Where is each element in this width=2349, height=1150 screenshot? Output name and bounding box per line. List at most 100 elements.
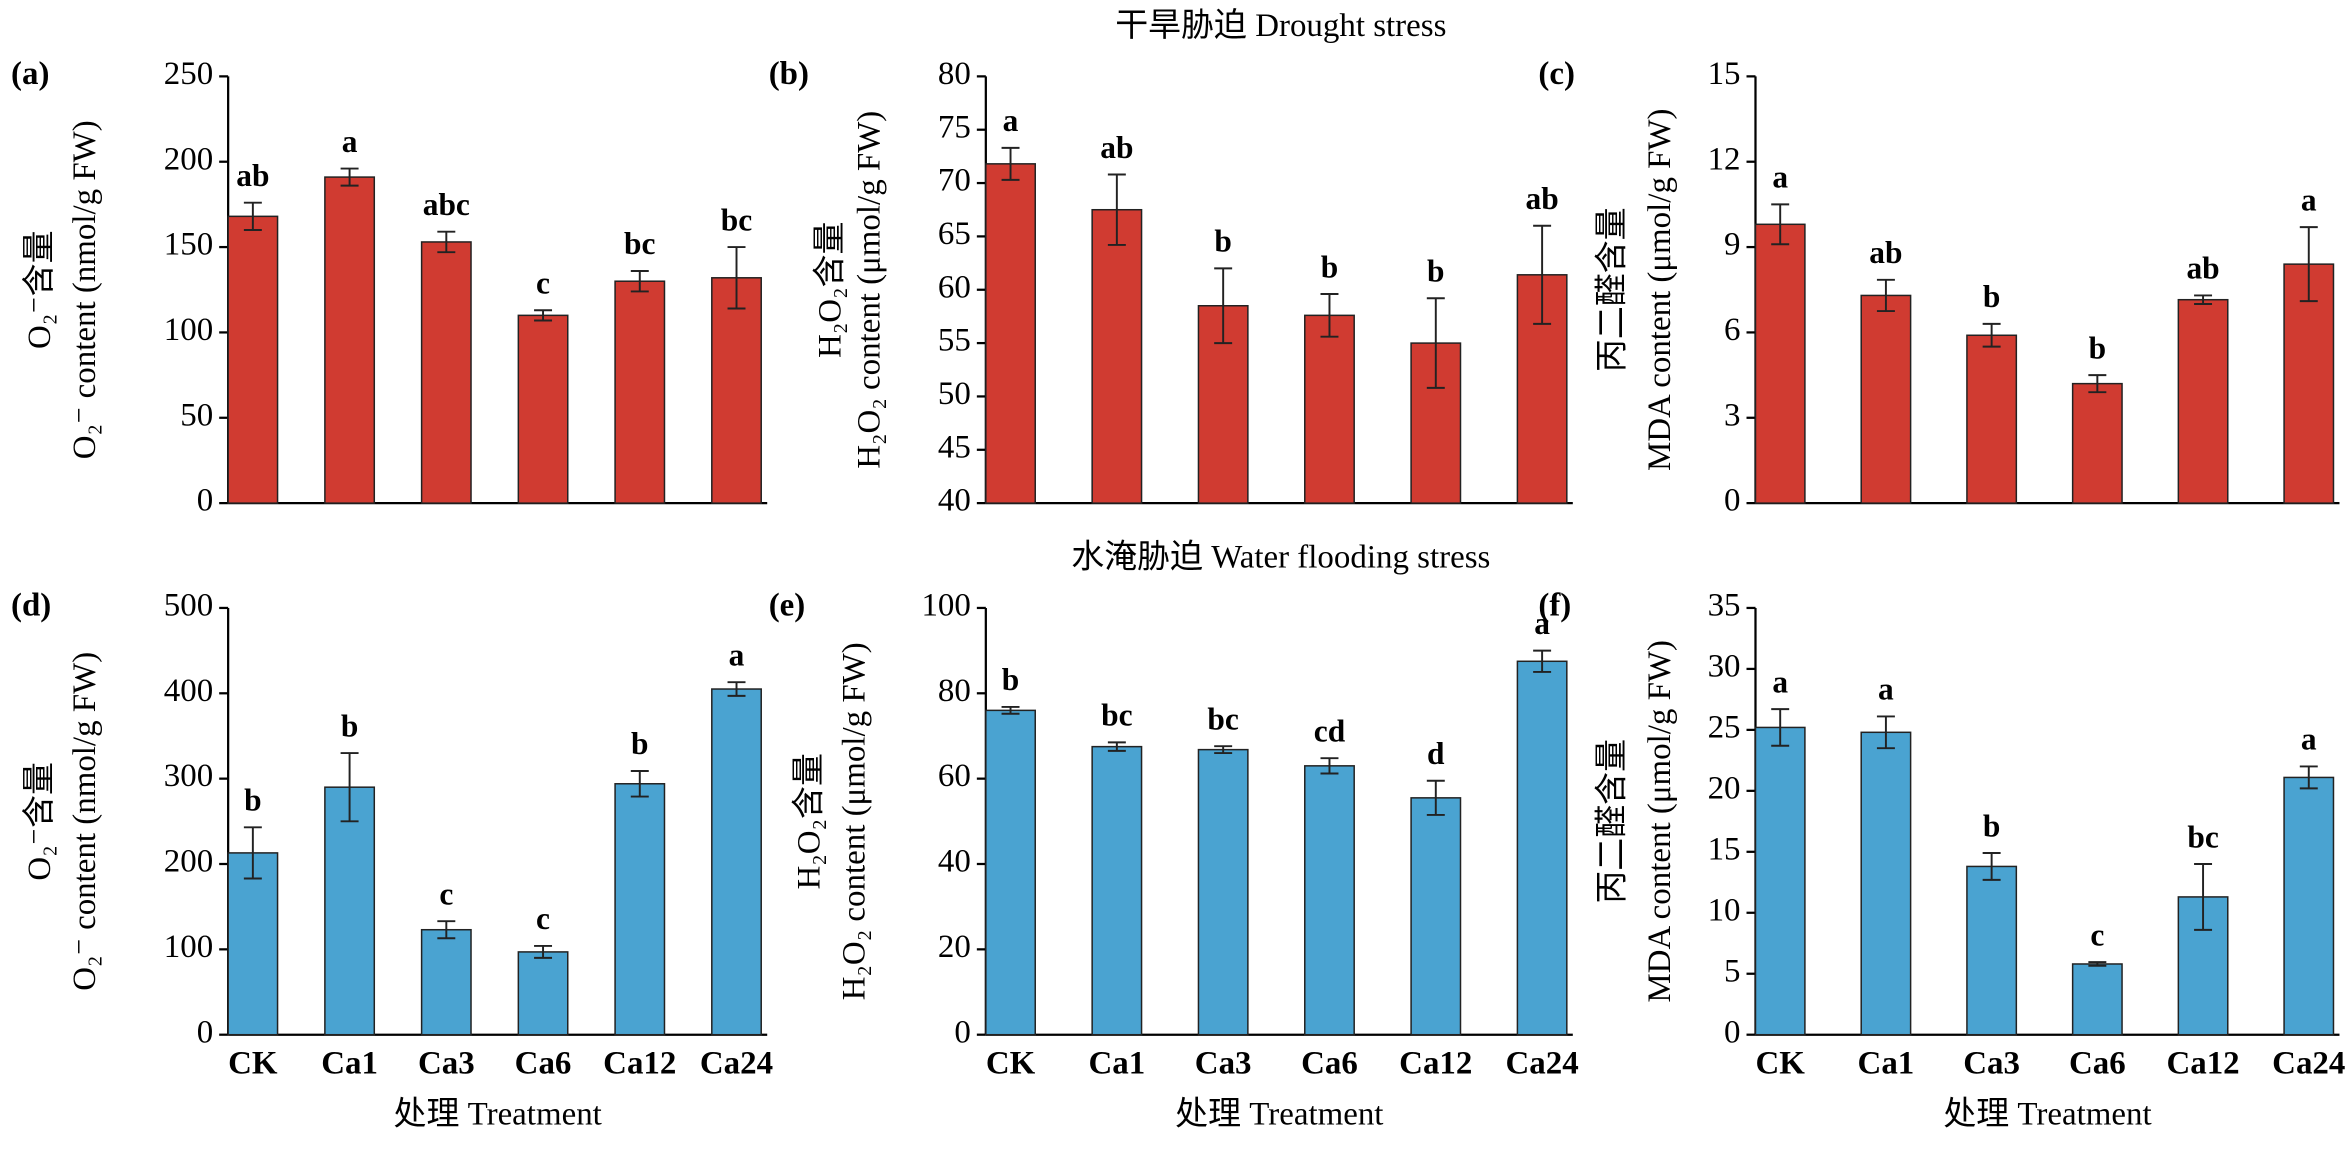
significance-label: a: [1878, 672, 1894, 707]
significance-label: c: [439, 876, 453, 911]
y-tick-label: 60: [938, 269, 971, 305]
error-bar: [437, 230, 456, 254]
bar: [324, 176, 376, 504]
y-tick-label: 45: [938, 429, 971, 465]
panel-label: (b): [769, 56, 809, 92]
y-tick-label: 65: [938, 216, 971, 252]
x-tick-label: CK: [228, 1046, 278, 1082]
significance-label: b: [1002, 662, 1019, 697]
y-tick-label: 40: [938, 844, 971, 880]
y-tick-label: 75: [938, 109, 971, 145]
error-bar: [1214, 745, 1233, 755]
x-tick-label: Ca1: [321, 1046, 378, 1082]
panel-label: (a): [11, 56, 49, 92]
bar: [711, 277, 762, 504]
y-axis-title: 丙二醛含量: [1593, 739, 1630, 904]
error-bar: [2299, 226, 2318, 303]
error-bar: [1320, 757, 1339, 775]
error-bar: [2194, 863, 2213, 931]
error-bar: [1982, 852, 2001, 881]
error-bar: [2299, 765, 2318, 790]
x-tick-label: Ca3: [1963, 1046, 2020, 1082]
y-tick-label: 100: [921, 588, 970, 624]
y-axis-title: O₂⁻含量: [21, 762, 58, 881]
x-axis-title: 处理 Treatment: [394, 1096, 602, 1133]
error-bar: [1320, 293, 1339, 338]
bar: [985, 709, 1036, 1036]
error-bar: [1982, 322, 2001, 348]
y-tick-label: 5: [1724, 953, 1740, 989]
y-tick-label: 40: [938, 483, 971, 519]
y-tick-label: 100: [164, 312, 213, 348]
bar: [614, 783, 666, 1036]
panel-label: (c): [1538, 56, 1575, 92]
bar: [1860, 731, 1912, 1036]
error-bar: [2194, 294, 2213, 305]
error-bar: [727, 246, 746, 310]
x-tick-label: Ca12: [2166, 1046, 2239, 1082]
error-bar: [1001, 705, 1020, 715]
significance-label: c: [536, 901, 550, 936]
significance-label: bc: [1101, 698, 1132, 733]
y-tick-label: 25: [1708, 709, 1741, 745]
error-bar: [1876, 715, 1895, 750]
bar: [1304, 314, 1355, 504]
y-tick-label: 70: [938, 163, 971, 199]
error-bar: [243, 201, 262, 231]
x-tick-label: Ca1: [1858, 1046, 1915, 1082]
significance-label: cd: [1314, 713, 1346, 748]
y-tick-label: 200: [164, 141, 213, 177]
error-bar: [727, 681, 746, 697]
panel-label: (d): [11, 588, 51, 624]
y-tick-label: 0: [197, 483, 213, 519]
error-bar: [534, 309, 553, 322]
panel-label: (e): [769, 588, 806, 624]
significance-label: bc: [721, 202, 752, 237]
error-bar: [630, 269, 649, 293]
y-tick-label: 0: [1724, 483, 1740, 519]
x-tick-label: Ca24: [700, 1046, 773, 1082]
significance-label: ab: [2186, 251, 2219, 286]
significance-label: b: [1983, 808, 2000, 843]
significance-label: b: [631, 726, 648, 761]
bar: [1304, 765, 1355, 1036]
y-tick-label: 500: [164, 588, 213, 624]
y-tick-label: 100: [164, 929, 213, 965]
y-tick-label: 80: [938, 56, 971, 92]
significance-label: d: [1427, 736, 1445, 771]
error-bar: [630, 769, 649, 798]
y-axis-title: H₂O₂ content (μmol/g FW): [852, 111, 888, 469]
bar: [1091, 208, 1143, 504]
error-bar: [1107, 173, 1126, 246]
y-tick-label: 300: [164, 758, 213, 794]
significance-label: bc: [1207, 701, 1238, 736]
x-axis-title: 处理 Treatment: [1943, 1096, 2151, 1133]
bar: [227, 215, 279, 504]
significance-label: b: [1427, 254, 1444, 289]
y-axis-title: MDA content (μmol/g FW): [1642, 640, 1678, 1003]
error-bar: [1107, 741, 1126, 752]
y-tick-label: 150: [164, 227, 213, 263]
y-tick-label: 30: [1708, 648, 1741, 684]
group-title: 干旱胁迫 Drought stress: [1115, 7, 1446, 44]
error-bar: [2088, 961, 2107, 967]
bar: [420, 928, 472, 1036]
x-tick-label: Ca6: [1301, 1046, 1358, 1082]
bar: [420, 241, 472, 504]
bar: [2177, 298, 2229, 504]
group-title: 水淹胁迫 Water flooding stress: [1071, 539, 1490, 576]
error-bar: [1214, 267, 1233, 345]
bar: [1754, 223, 1806, 504]
y-tick-label: 20: [1708, 770, 1741, 806]
bar: [1197, 748, 1249, 1036]
y-tick-label: 12: [1708, 141, 1741, 177]
error-bar: [1001, 146, 1020, 181]
significance-label: c: [536, 265, 550, 300]
bar: [2283, 776, 2335, 1036]
significance-label: bc: [624, 226, 655, 261]
y-tick-label: 3: [1724, 397, 1740, 433]
significance-label: a: [2301, 182, 2317, 217]
significance-label: a: [1772, 664, 1788, 699]
x-tick-label: CK: [986, 1046, 1036, 1082]
y-axis-title: O₂⁻含量: [21, 230, 58, 349]
